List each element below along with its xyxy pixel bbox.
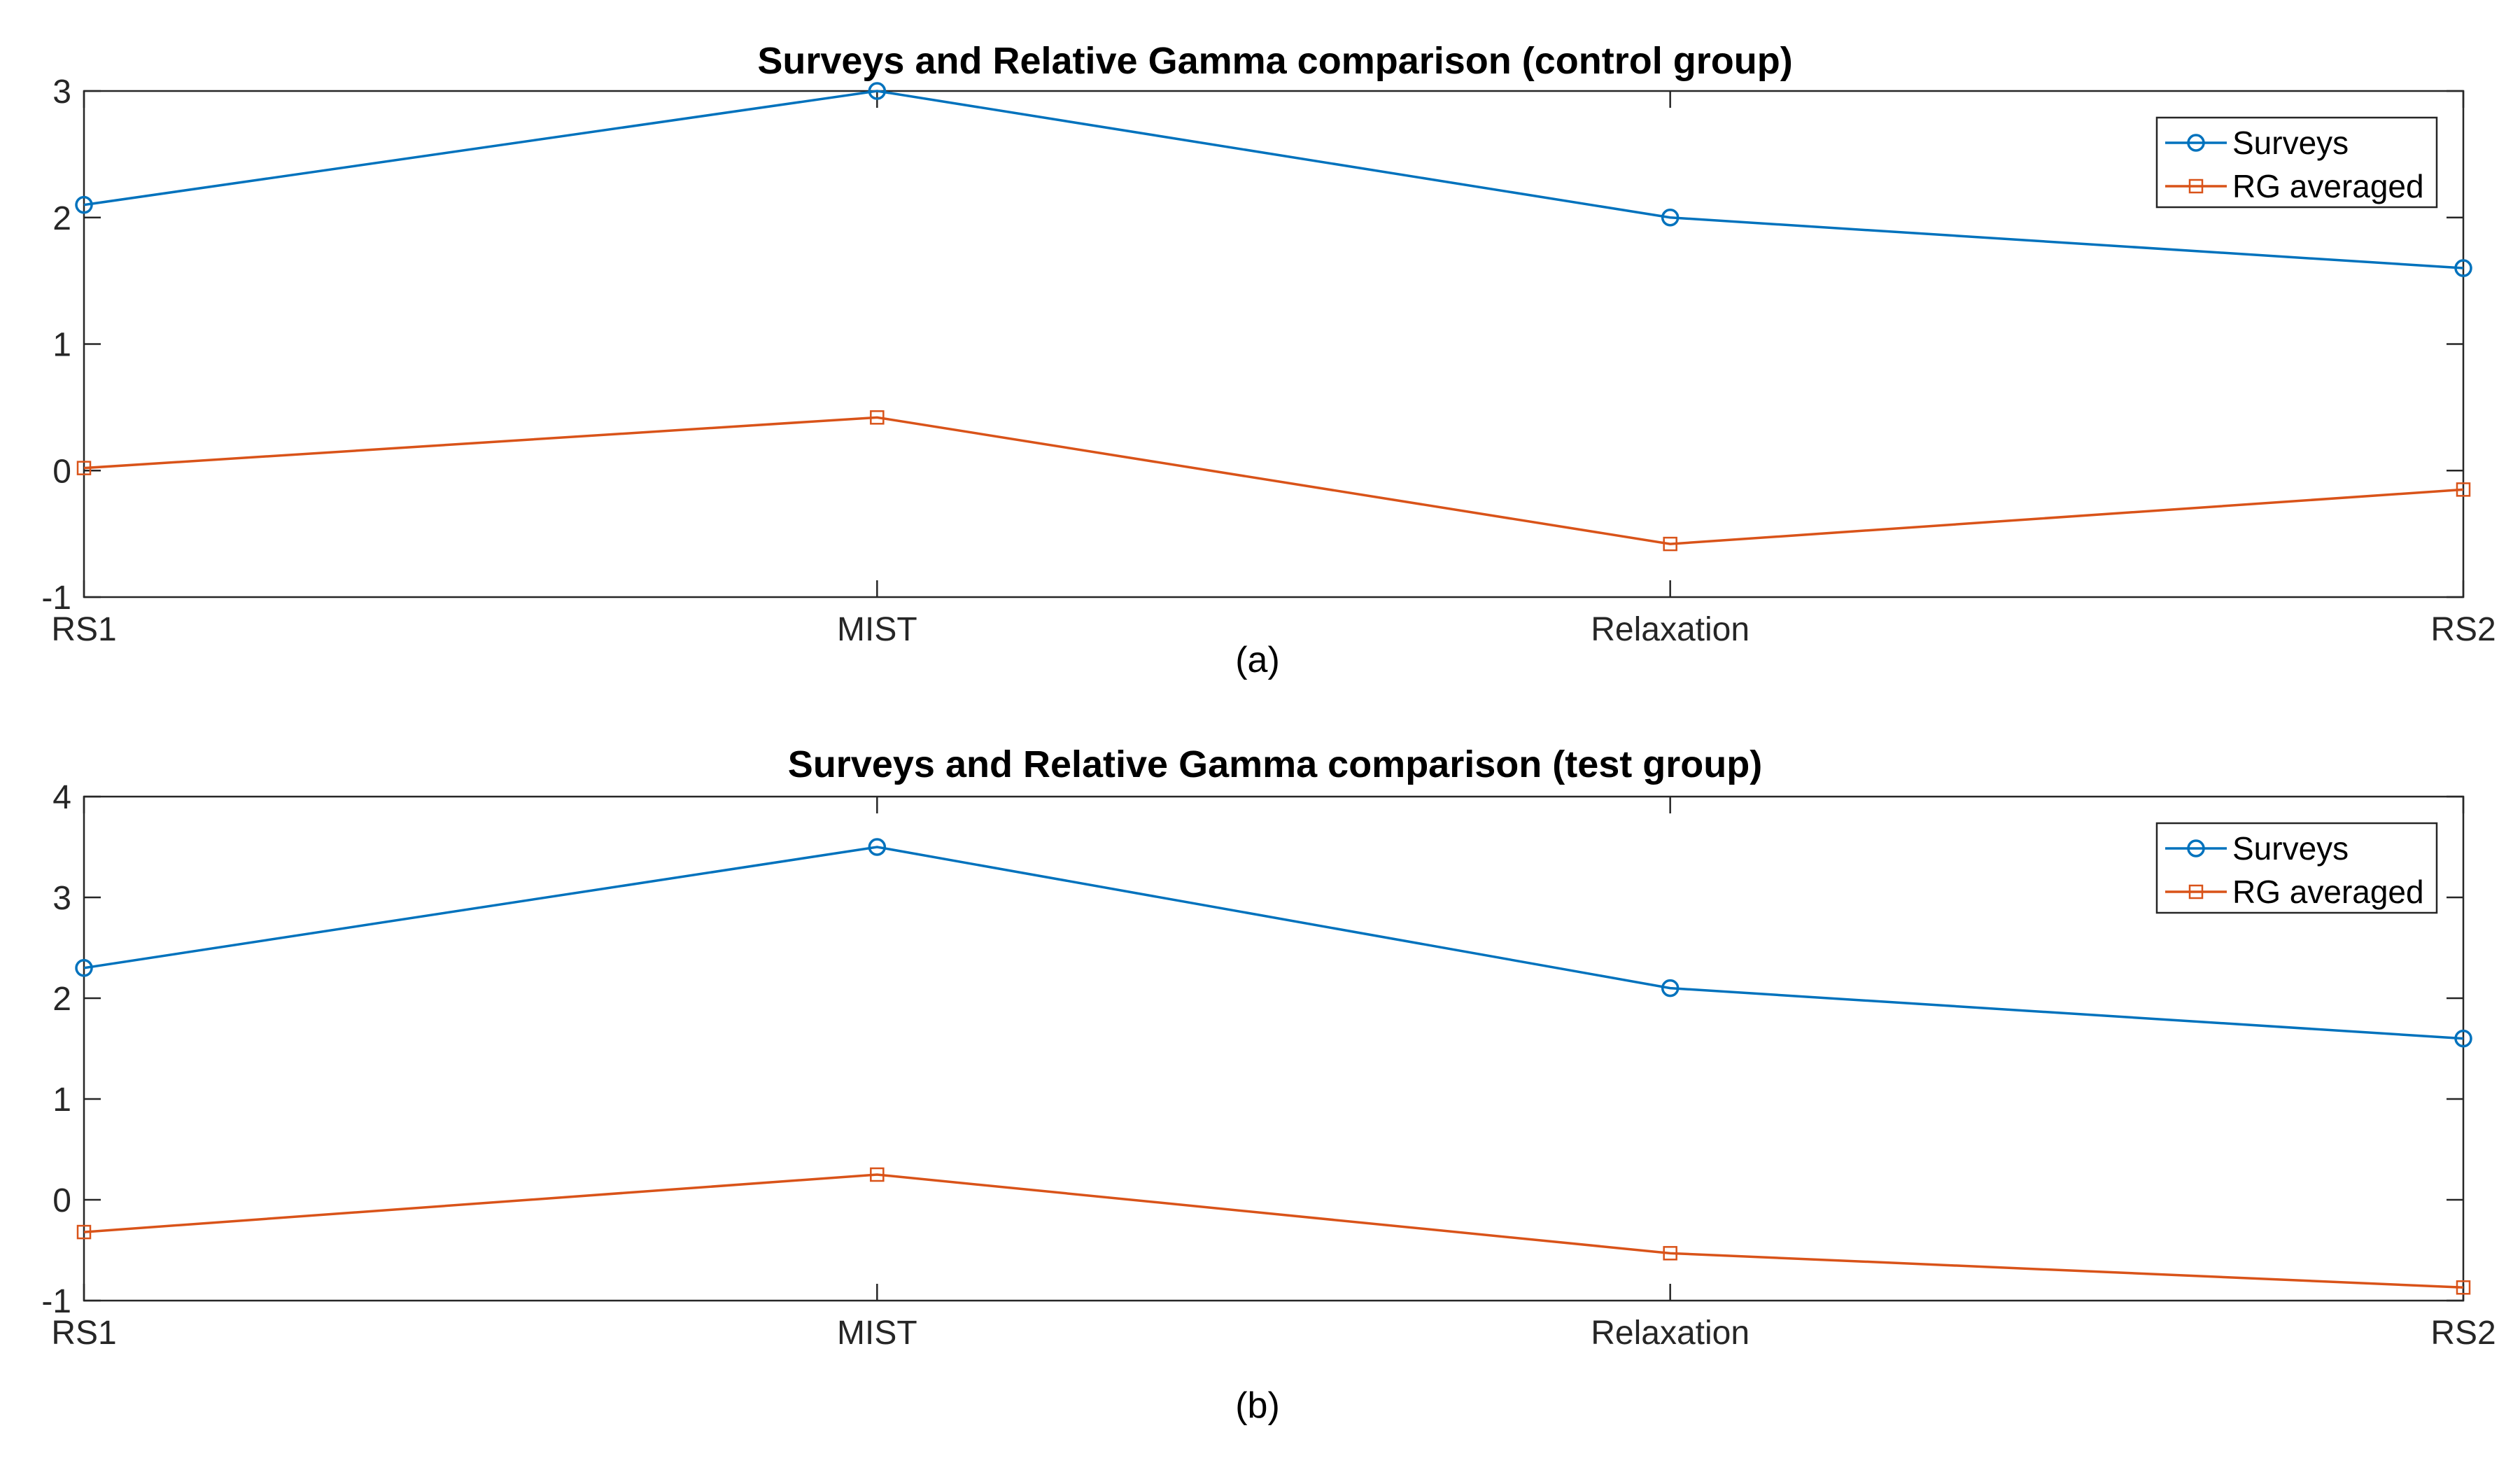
- data-point: [2454, 259, 2472, 277]
- legend-marker: [2188, 884, 2204, 899]
- chart-title: Surveys and Relative Gamma comparison (t…: [788, 743, 1762, 785]
- y-tick-label: -1: [41, 1283, 71, 1320]
- data-point: [870, 410, 885, 425]
- y-tick-label: 3: [52, 74, 71, 111]
- data-point: [1661, 209, 1680, 227]
- series-layer: [75, 82, 2472, 552]
- axes-box: [83, 90, 2465, 598]
- y-tick-label: 3: [52, 880, 71, 917]
- legend-label: RG averaged: [2232, 168, 2424, 204]
- y-tick-label: 2: [52, 200, 71, 237]
- series-line-surveys: [83, 90, 2464, 270]
- panel-caption: (a): [1235, 640, 1280, 680]
- x-axis: RS1 MIST Relaxation RS2: [51, 797, 2496, 1352]
- series-line-surveys: [83, 846, 2464, 1040]
- legend-marker: [2187, 839, 2205, 858]
- legend-box: [2155, 116, 2438, 209]
- x-tick-label: RS1: [51, 1315, 116, 1352]
- data-point: [2456, 1280, 2471, 1295]
- data-point: [2456, 482, 2471, 497]
- data-point: [1663, 536, 1677, 552]
- y-axis: -1 0 1 2 3: [41, 74, 2463, 617]
- data-point: [868, 82, 887, 100]
- y-tick-label: 0: [52, 1182, 71, 1219]
- data-point: [1663, 1246, 1677, 1261]
- data-point: [75, 959, 93, 977]
- x-tick-label: Relaxation: [1591, 1315, 1750, 1352]
- x-tick-label: MIST: [837, 1315, 917, 1352]
- series-layer: [75, 838, 2472, 1295]
- y-tick-label: 2: [52, 981, 71, 1018]
- data-point: [870, 1167, 885, 1182]
- y-tick-label: 4: [52, 779, 71, 816]
- data-point: [76, 1224, 92, 1240]
- x-tick-label: RS1: [51, 611, 116, 648]
- legend: Surveys RG averaged: [2155, 116, 2438, 209]
- y-tick-label: -1: [41, 580, 71, 617]
- axes-frame: [83, 795, 2465, 1302]
- data-point: [1661, 979, 1680, 997]
- series-line-rg-averaged: [83, 1173, 2464, 1289]
- data-point: [76, 461, 92, 475]
- y-tick-label: 1: [52, 327, 71, 364]
- data-point: [868, 838, 887, 856]
- x-tick-label: Relaxation: [1591, 611, 1750, 648]
- x-tick-label: RS2: [2430, 611, 2496, 648]
- data-point: [2454, 1029, 2472, 1048]
- axes-box: [83, 795, 2465, 1302]
- chart-panel-control: Surveys and Relative Gamma comparison (c…: [41, 40, 2496, 680]
- legend-marker: [2187, 134, 2205, 152]
- y-axis: -1 0 1 2 3 4: [41, 779, 2463, 1320]
- y-tick-label: 1: [52, 1082, 71, 1119]
- legend-label: RG averaged: [2232, 874, 2424, 910]
- legend: Surveys RG averaged: [2155, 822, 2438, 914]
- legend-label: Surveys: [2232, 125, 2349, 161]
- chart-title: Surveys and Relative Gamma comparison (c…: [757, 40, 1792, 82]
- legend-label: Surveys: [2232, 830, 2349, 867]
- x-tick-label: RS2: [2430, 1315, 2496, 1352]
- series-line-rg-averaged: [83, 416, 2464, 545]
- panel-caption: (b): [1235, 1385, 1280, 1426]
- data-point: [75, 195, 93, 214]
- y-tick-label: 0: [52, 453, 71, 490]
- chart-panel-test: Surveys and Relative Gamma comparison (t…: [41, 743, 2496, 1426]
- legend-box: [2155, 822, 2438, 914]
- legend-marker: [2188, 178, 2204, 194]
- x-tick-label: MIST: [837, 611, 917, 648]
- axes-frame: [83, 90, 2465, 598]
- x-axis: RS1 MIST Relaxation RS2: [51, 91, 2496, 648]
